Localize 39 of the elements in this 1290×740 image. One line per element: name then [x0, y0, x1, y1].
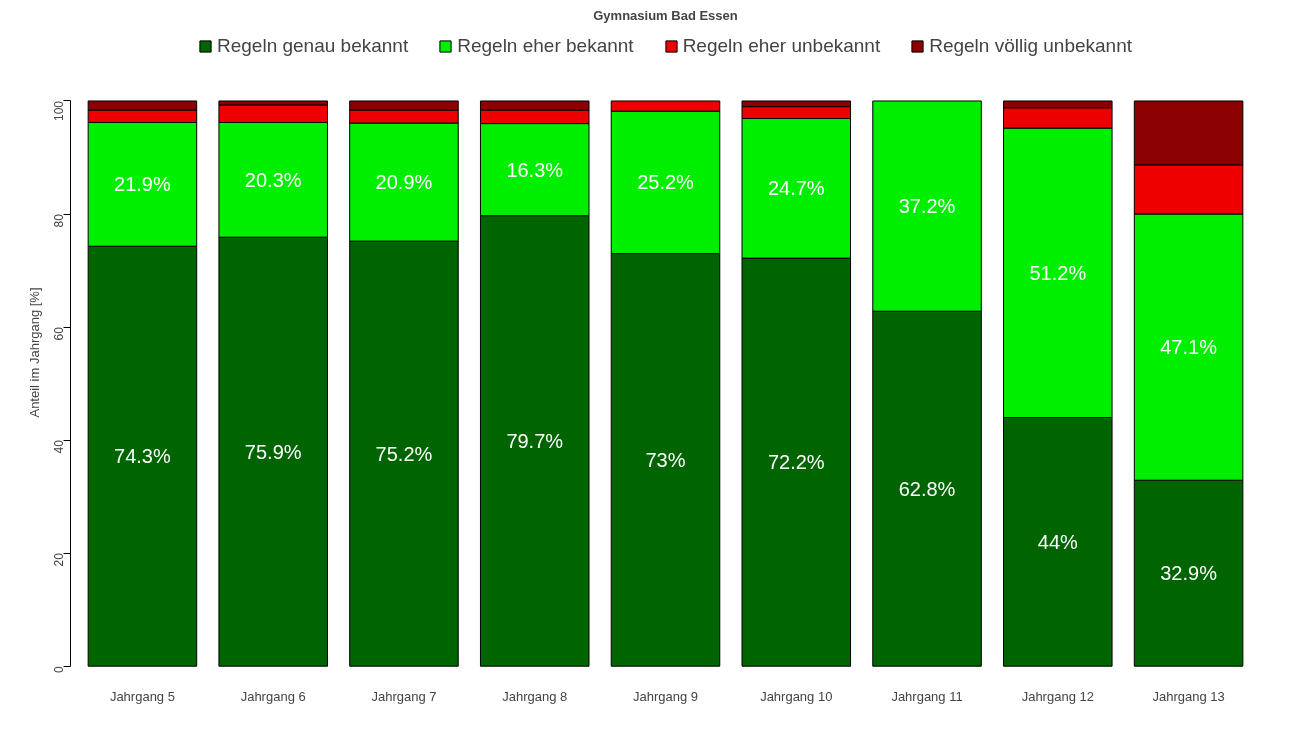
data-label: 74.3% — [114, 445, 171, 468]
y-axis-title: Anteil im Jahrgang [%] — [26, 287, 42, 418]
legend-label: Regeln eher unbekannt — [682, 35, 881, 57]
data-label: 44% — [1037, 530, 1079, 553]
data-label: 51.2% — [1029, 261, 1087, 284]
data-label: 16.3% — [506, 158, 564, 181]
legend-label: Regeln völlig unbekannt — [929, 35, 1132, 57]
x-tick-label: Jahrgang 7 — [371, 688, 437, 704]
x-tick-label: Jahrgang 5 — [109, 688, 175, 704]
data-label: 24.7% — [767, 177, 825, 200]
y-tick-label: 80 — [52, 213, 66, 228]
data-label: 47.1% — [1160, 336, 1218, 359]
data-label: 37.2% — [898, 195, 956, 218]
x-tick-label: Jahrgang 12 — [1021, 688, 1094, 704]
data-label: 32.9% — [1160, 562, 1218, 585]
x-tick-label: Jahrgang 9 — [632, 688, 699, 704]
y-tick-label: 40 — [52, 439, 66, 454]
legend-label: Regeln genau bekannt — [217, 35, 409, 57]
data-label: 75.2% — [375, 442, 433, 465]
legend-label: Regeln eher bekannt — [457, 35, 634, 57]
y-tick-label: 0 — [52, 665, 66, 673]
x-tick-label: Jahrgang 8 — [502, 688, 568, 704]
x-tick-label: Jahrgang 11 — [891, 688, 963, 704]
y-tick-label: 60 — [52, 326, 66, 341]
data-label: 21.9% — [114, 173, 171, 196]
y-tick-label: 20 — [52, 552, 66, 567]
data-label: 79.7% — [506, 429, 564, 452]
x-tick-label: Jahrgang 10 — [760, 688, 833, 704]
x-tick-label: Jahrgang 6 — [240, 688, 306, 704]
data-label: 20.3% — [244, 168, 302, 191]
data-label: 25.2% — [637, 171, 695, 194]
x-tick-label: Jahrgang 13 — [1152, 688, 1225, 704]
data-label: 62.8% — [898, 477, 956, 500]
chart-title: Gymnasium Bad Essen — [593, 7, 738, 23]
data-label: 73% — [645, 448, 686, 471]
data-label: 72.2% — [767, 451, 825, 474]
data-label: 20.9% — [375, 171, 433, 194]
y-tick-label: 100 — [52, 100, 66, 121]
data-label: 75.9% — [244, 440, 302, 463]
